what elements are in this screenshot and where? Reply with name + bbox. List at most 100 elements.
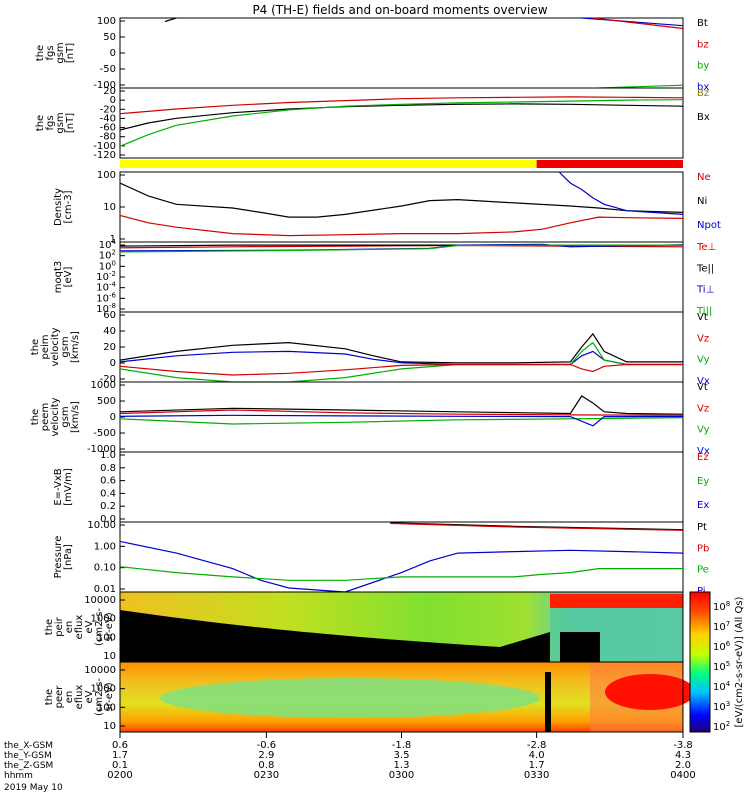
x-date-label: 2019 May 10 <box>4 783 63 793</box>
y-tick-label: 60 <box>103 310 116 321</box>
y-axis-label: the <box>44 689 55 705</box>
y-axis-label: peir <box>54 616 65 636</box>
legend-entry: Ez <box>697 452 709 463</box>
panel-frame <box>119 311 684 383</box>
y-axis-label: eflux <box>74 685 85 710</box>
y-tick-label: 100 <box>99 259 116 272</box>
colorbar-tick-label: 104 <box>713 680 731 693</box>
y-axis-label: (cm2-s- <box>94 608 105 646</box>
y-tick-label: 40 <box>103 326 116 337</box>
panel-6: Vt Vz Vy Vx the peem velocity gsm [km/s] <box>30 381 710 457</box>
legend-entry: Vt <box>697 382 708 393</box>
series-line-vz <box>119 363 683 376</box>
panel-2 <box>120 160 683 168</box>
y-axis-label: gsm <box>55 112 66 133</box>
series-line-bt <box>164 17 177 23</box>
y-tick-label: -500 <box>93 428 116 439</box>
x-tick-label: -1.8 <box>392 740 412 751</box>
y-tick-label: 100 <box>97 632 116 643</box>
y-tick-label: 10-8 <box>96 302 116 315</box>
x-tick-label: 2.0 <box>675 760 691 771</box>
y-tick-label: 0.6 <box>100 476 116 487</box>
y-axis-label: [eV] <box>63 267 74 288</box>
panel-frame <box>119 17 684 89</box>
x-tick-label: -0.6 <box>257 740 277 751</box>
legend-entry: Bt <box>697 18 708 29</box>
y-tick-label: 1.0 <box>100 450 116 461</box>
y-tick-label: 10 <box>103 721 116 732</box>
legend-entry: Vz <box>697 333 709 344</box>
y-axis-label: gsm <box>60 406 71 427</box>
series-line-vt <box>119 395 684 415</box>
y-axis-label: moqt3 <box>53 261 64 294</box>
y-tick-label: 1000 <box>91 614 116 625</box>
y-axis-label: en <box>64 621 75 634</box>
x-tick-label: 0330 <box>524 770 549 781</box>
series-line-bx <box>581 17 684 27</box>
panel-10: 10000 1000 100 10 the peer en eflux eV (cm2-s-sr-… <box>44 661 695 733</box>
x-tick-label: 0.8 <box>258 760 274 771</box>
x-tick-label: 0200 <box>107 770 132 781</box>
y-tick-label: 0.01 <box>94 584 116 595</box>
y-axis-label: the <box>44 619 55 635</box>
y-axis-label: the <box>30 339 41 355</box>
y-tick-label: 10-2 <box>96 270 116 283</box>
y-tick-label: 0.2 <box>100 501 116 512</box>
legend-entry: bx <box>697 82 709 93</box>
series-line-ni <box>119 182 684 218</box>
y-tick-label: 20 <box>103 86 116 97</box>
y-tick-label: -20 <box>100 104 116 115</box>
legend-entry: Ti|| <box>696 306 712 317</box>
x-row-label: the_Z-GSM <box>4 761 53 771</box>
y-tick-label: -40 <box>100 113 116 124</box>
x-tick-label: 1.3 <box>394 760 410 771</box>
y-tick-label: 100 <box>97 16 116 27</box>
y-tick-label: 1 <box>110 234 116 245</box>
y-tick-label: -1000 <box>87 444 116 455</box>
y-tick-label: 0 <box>110 358 116 369</box>
series-line-vy <box>119 417 684 425</box>
y-axis-label: fgs <box>45 115 56 130</box>
y-axis-label: [km/s] <box>70 331 81 363</box>
colorbar-gradient <box>689 591 711 733</box>
series-line-pe <box>119 566 683 581</box>
y-axis-label: E=-VxB <box>53 468 64 505</box>
y-tick-label: 10.00 <box>87 520 116 531</box>
y-axis-label: peer <box>54 685 65 709</box>
series-line-pi <box>119 540 684 593</box>
legend-entry: Vx <box>697 446 710 457</box>
series-line-vz <box>119 409 684 416</box>
y-tick-label: -100 <box>93 80 116 91</box>
legend-entry: Vz <box>697 403 709 414</box>
panel-0: Bt bz by bx the fgs gsm [nT] <box>35 17 709 93</box>
colorbar-tick-label: 102 <box>713 720 730 733</box>
y-tick-label: 0 <box>110 95 116 106</box>
x-tick-label: -3.8 <box>673 740 693 751</box>
x-tick-label: 0400 <box>670 770 695 781</box>
y-axis-label: the <box>30 409 41 425</box>
panel-8: PtPbPePiPressure[nPa] <box>53 521 709 597</box>
x-row-label: the_Y-GSM <box>4 751 52 761</box>
y-axis-label: peim <box>40 334 51 359</box>
series-line-ti|| <box>119 244 683 253</box>
spectrogram-hot-band <box>550 594 683 608</box>
y-tick-label: 10-4 <box>96 281 116 294</box>
x-row-label: hhmm <box>4 771 33 781</box>
y-axis-label: sr-eV) <box>104 682 115 711</box>
colorbar-tick-label: 103 <box>713 700 730 713</box>
y-tick-label: -50 <box>100 64 116 75</box>
spectrogram-gap <box>560 632 600 662</box>
x-tick-label: 0.1 <box>112 760 128 771</box>
legend-entry: Pe <box>697 565 709 576</box>
panel-frame <box>119 381 684 453</box>
series-line-ne <box>119 214 684 237</box>
y-axis-label: the <box>35 115 46 131</box>
series-line-vx <box>119 414 683 427</box>
y-axis-label: eV <box>84 620 95 633</box>
y-tick-label: 50 <box>103 32 116 43</box>
y-tick-label: -60 <box>100 123 116 134</box>
legend-entry: by <box>697 61 709 72</box>
legend-entry: Vy <box>697 355 710 366</box>
y-tick-label: 0.4 <box>100 488 116 499</box>
